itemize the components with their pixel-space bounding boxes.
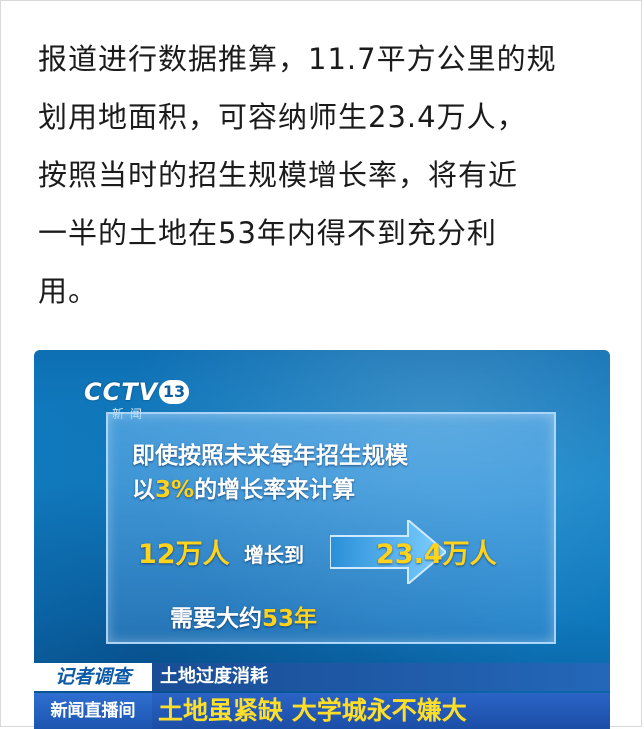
ticker-headline: 土地虽紧缺 大学城永不嫌大 — [152, 693, 610, 729]
cctv-logo: CCTV — [84, 378, 159, 406]
from-value: 12万人 — [138, 539, 230, 570]
years-value: 53年 — [262, 606, 318, 632]
article-line: 用。 — [38, 274, 99, 308]
to-value: 23.4万人 — [376, 539, 497, 570]
grow-label: 增长到 — [244, 543, 304, 567]
arrow-right-icon — [330, 520, 446, 584]
channel-number-badge: 13 — [159, 380, 189, 404]
growth-rate-value: 3% — [155, 477, 195, 503]
panel-line-2-prefix: 以 — [132, 477, 155, 503]
panel-line-1: 即使按照未来每年招生规模 — [132, 443, 408, 469]
panel-line-2-suffix: 的增长率来计算 — [194, 477, 356, 503]
ticker-topic: 土地过度消耗 — [152, 663, 610, 691]
news-screenshot-image[interactable]: CCTV 13 新闻 即使按照未来每年招生规模 以3%的增长率来计算 12万人 … — [34, 350, 610, 729]
panel-line-need: 需要大约53年 — [170, 599, 317, 633]
ticker-tag-investigation: 记者调查 — [34, 663, 152, 691]
panel-line-2: 以3%的增长率来计算 — [132, 470, 355, 504]
news-ticker: 记者调查 土地过度消耗 新闻直播间 土地虽紧缺 大学城永不嫌大 — [34, 663, 610, 729]
article-line: 报道进行数据推算，11.7平方公里的规 — [38, 42, 557, 76]
article-text: 报道进行数据推算，11.7平方公里的规 划用地面积，可容纳师生23.4万人， 按… — [38, 30, 618, 320]
article-line: 一半的土地在53年内得不到充分利 — [38, 216, 497, 250]
info-panel: 即使按照未来每年招生规模 以3%的增长率来计算 12万人 增长到 23.4万人 … — [106, 412, 556, 644]
ticker-tag-live: 新闻直播间 — [34, 693, 152, 729]
article-line: 划用地面积，可容纳师生23.4万人， — [38, 100, 527, 134]
article-line: 按照当时的招生规模增长率，将有近 — [38, 158, 519, 192]
need-prefix: 需要大约 — [170, 606, 262, 632]
